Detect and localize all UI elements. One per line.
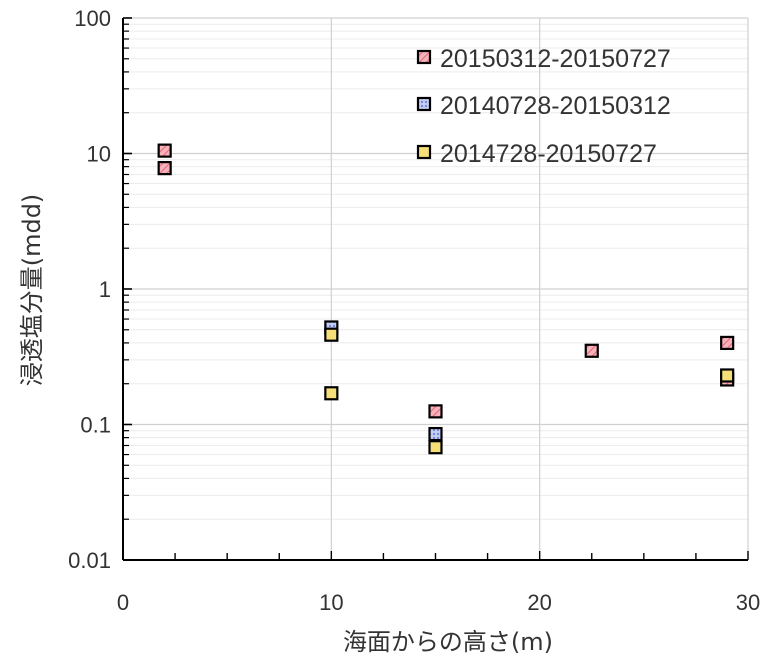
data-point-marker <box>324 386 339 401</box>
data-point-marker <box>428 440 443 455</box>
legend-label: 20150312-20150727 <box>440 45 671 73</box>
y-tick-label: 0.1 <box>80 413 111 438</box>
x-tick-label: 30 <box>736 590 760 615</box>
y-axis-title: 浸透塩分量(mdd) <box>18 194 46 387</box>
y-tick-label: 1 <box>99 277 111 302</box>
legend-marker <box>416 49 432 65</box>
x-axis-title: 海面からの高さ(m) <box>343 628 553 656</box>
axes <box>122 17 749 561</box>
legend: 20150312-20150727 20140728-20150312 201472… <box>416 45 671 168</box>
data-point-marker <box>324 327 339 342</box>
y-tick-label: 100 <box>74 6 111 31</box>
x-tick-label: 0 <box>117 590 129 615</box>
data-point-marker <box>428 404 443 419</box>
data-point-marker <box>428 426 443 442</box>
data-point-marker <box>157 143 172 158</box>
y-tick-label: 0.01 <box>68 548 111 573</box>
legend-label: 2014728-20150727 <box>440 140 657 168</box>
x-tick-label: 10 <box>319 590 343 615</box>
y-tick-label: 10 <box>87 142 111 167</box>
legend-marker <box>416 96 432 112</box>
data-point-marker <box>720 368 735 383</box>
data-point-marker <box>157 161 172 176</box>
legend-marker <box>416 144 432 160</box>
data-point-marker <box>584 343 599 358</box>
x-tick-label: 20 <box>527 590 551 615</box>
data-points <box>157 143 735 455</box>
legend-label: 20140728-20150312 <box>440 92 671 120</box>
data-point-marker <box>720 335 735 351</box>
tick-labels: 0.01 0.1 1 10 100 0 10 20 30 <box>68 6 760 615</box>
